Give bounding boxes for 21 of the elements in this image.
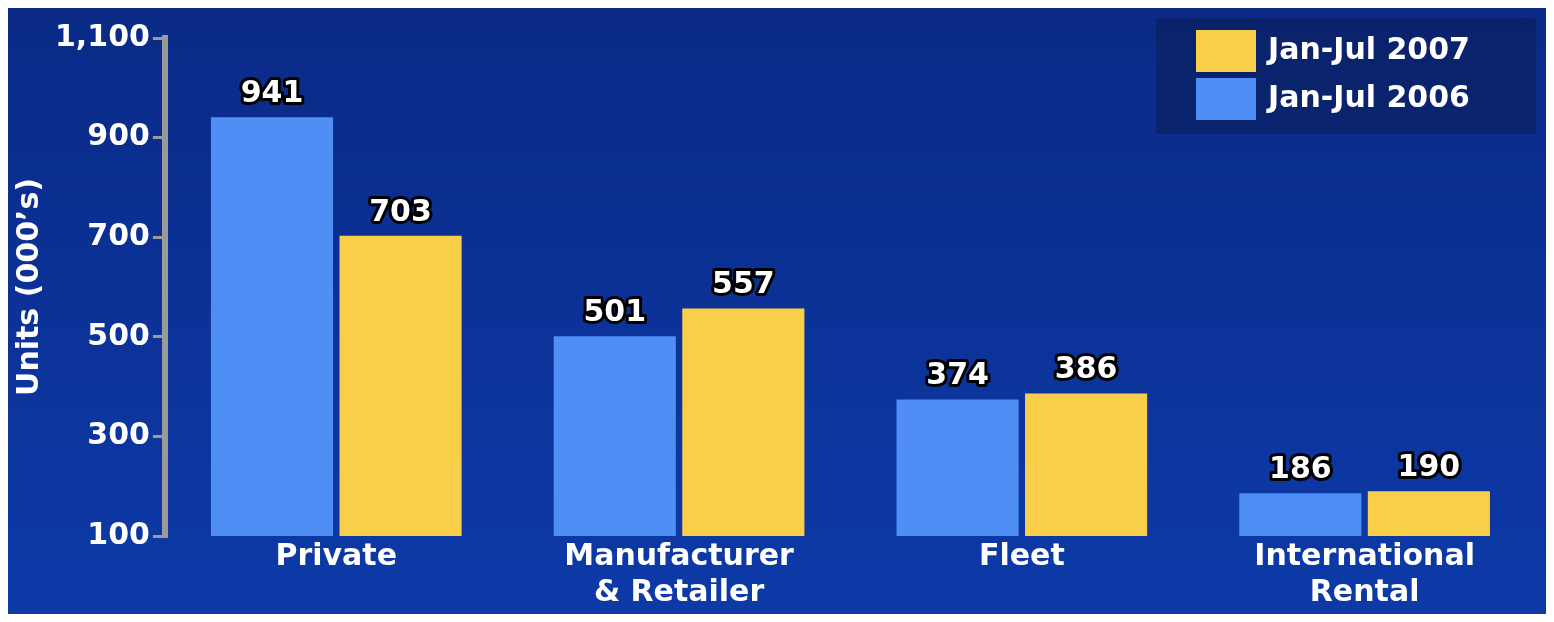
legend-label: Jan-Jul 2006	[1266, 78, 1470, 114]
y-tick-label: 300	[87, 416, 150, 452]
data-label: 186	[1269, 449, 1332, 485]
data-label: 941	[240, 73, 304, 109]
data-label: 190	[1397, 447, 1461, 483]
x-tick-label: Fleet	[978, 536, 1065, 572]
y-tick-label: 900	[87, 117, 150, 153]
data-label: 386	[1054, 350, 1118, 386]
data-label: 374	[926, 356, 989, 392]
y-tick-label: 700	[87, 217, 150, 252]
data-label: 501	[583, 293, 647, 329]
x-tick-label: Private	[275, 536, 398, 572]
data-label: 703	[369, 192, 432, 228]
x-tick-label: Manufacturer & Retailer	[564, 536, 795, 608]
data-label: 557	[712, 265, 775, 301]
legend-label: Jan-Jul 2007	[1266, 30, 1470, 66]
y-axis-title: Units (000’s)	[9, 178, 45, 396]
y-tick-label: 100	[87, 515, 150, 551]
y-tick-label: 1,100	[54, 17, 150, 53]
y-tick-label: 500	[87, 316, 150, 352]
x-tick-label: International Rental	[1254, 536, 1475, 608]
